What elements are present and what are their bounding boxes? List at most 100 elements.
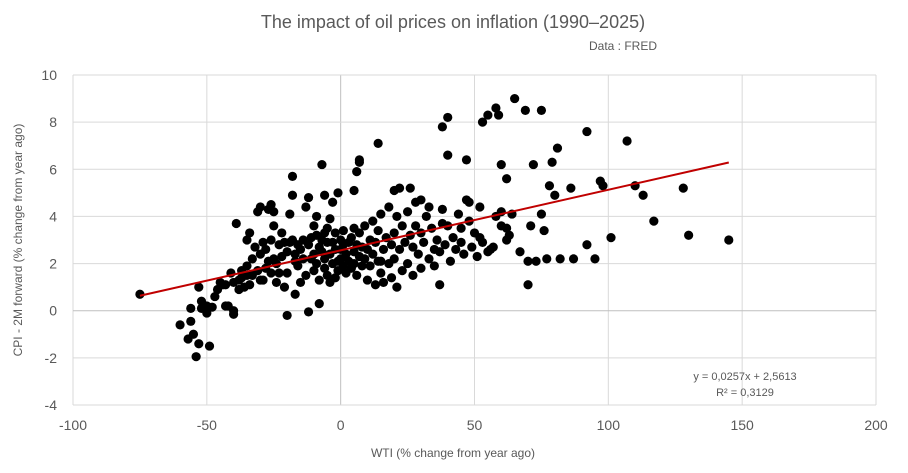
data-point [528, 159, 538, 170]
data-point [317, 159, 327, 170]
x-tick-label: 0 [337, 417, 345, 433]
data-point [271, 277, 282, 288]
data-point [314, 242, 324, 252]
data-point [285, 209, 295, 219]
data-point [311, 211, 322, 222]
data-point [443, 112, 453, 123]
data-point [376, 256, 386, 266]
data-point [309, 221, 319, 231]
data-point [266, 200, 276, 210]
y-tick-label: -4 [45, 397, 58, 413]
data-point [263, 256, 273, 266]
data-point [421, 211, 431, 222]
data-point [566, 183, 576, 193]
data-point [245, 228, 255, 238]
data-point [376, 268, 386, 278]
data-point [346, 233, 356, 243]
data-point [510, 93, 520, 104]
data-point [456, 223, 466, 233]
data-point [453, 209, 464, 219]
data-point [606, 233, 616, 243]
data-point [550, 190, 560, 200]
data-point [295, 277, 306, 288]
data-point [523, 280, 533, 290]
data-point [204, 341, 215, 351]
data-point [416, 195, 426, 205]
x-tick-label: 50 [467, 417, 483, 433]
data-point [245, 280, 255, 290]
data-point [242, 235, 252, 245]
data-point [539, 225, 549, 236]
data-point [416, 263, 426, 273]
data-point [475, 233, 485, 243]
trendline [139, 161, 730, 297]
data-points [135, 93, 734, 362]
data-point [188, 329, 199, 339]
data-point [279, 237, 290, 247]
x-tick-label: -100 [59, 417, 87, 433]
data-point [443, 150, 453, 160]
data-point [368, 216, 378, 226]
data-point [405, 183, 415, 193]
trendline-r2: R² = 0,3129 [716, 387, 774, 399]
data-point [255, 202, 265, 212]
data-point [261, 244, 271, 255]
y-tick-label: -2 [45, 350, 58, 366]
data-point [293, 261, 303, 271]
data-point [408, 242, 418, 252]
data-point [231, 218, 241, 229]
y-tick-label: 10 [41, 67, 57, 83]
data-point [402, 207, 413, 217]
data-point [435, 280, 445, 290]
data-point [493, 110, 504, 120]
x-tick-label: 200 [864, 417, 888, 433]
data-point [397, 221, 407, 231]
data-point [282, 268, 292, 278]
data-point [266, 235, 276, 245]
data-point [523, 256, 533, 266]
data-point [448, 233, 458, 243]
data-point [419, 237, 429, 247]
data-point [229, 309, 239, 319]
data-point [333, 188, 343, 198]
data-point [526, 221, 536, 231]
data-point [437, 122, 447, 132]
data-point [352, 270, 362, 280]
data-point [432, 235, 442, 245]
data-point [544, 181, 555, 191]
data-point [210, 291, 220, 302]
data-point [598, 181, 608, 191]
data-point [456, 237, 466, 247]
data-point [649, 216, 659, 226]
data-point [440, 240, 450, 250]
data-point [303, 307, 314, 317]
data-point [373, 225, 383, 236]
data-point [488, 242, 498, 252]
data-point [354, 155, 365, 165]
data-point [287, 190, 298, 200]
data-point [386, 273, 397, 283]
data-point [392, 211, 402, 222]
data-point [547, 157, 557, 167]
data-point [555, 254, 565, 264]
data-point [349, 223, 359, 233]
data-point [502, 235, 512, 245]
data-point [400, 237, 410, 247]
trendline-equation: y = 0,0257x + 2,5613 [693, 371, 796, 383]
data-point [378, 277, 389, 288]
data-point [376, 209, 386, 219]
x-axis-label: WTI (% change from year ago) [371, 446, 535, 460]
data-point [328, 237, 338, 247]
data-point [352, 167, 362, 177]
data-point [424, 254, 434, 264]
data-point [365, 261, 375, 271]
data-point [277, 228, 287, 238]
data-point [491, 103, 501, 113]
data-point [394, 183, 405, 193]
data-point [552, 143, 563, 153]
y-tick-label: 2 [49, 256, 57, 272]
data-point [678, 183, 688, 193]
data-point [314, 299, 324, 309]
data-point [373, 138, 383, 148]
